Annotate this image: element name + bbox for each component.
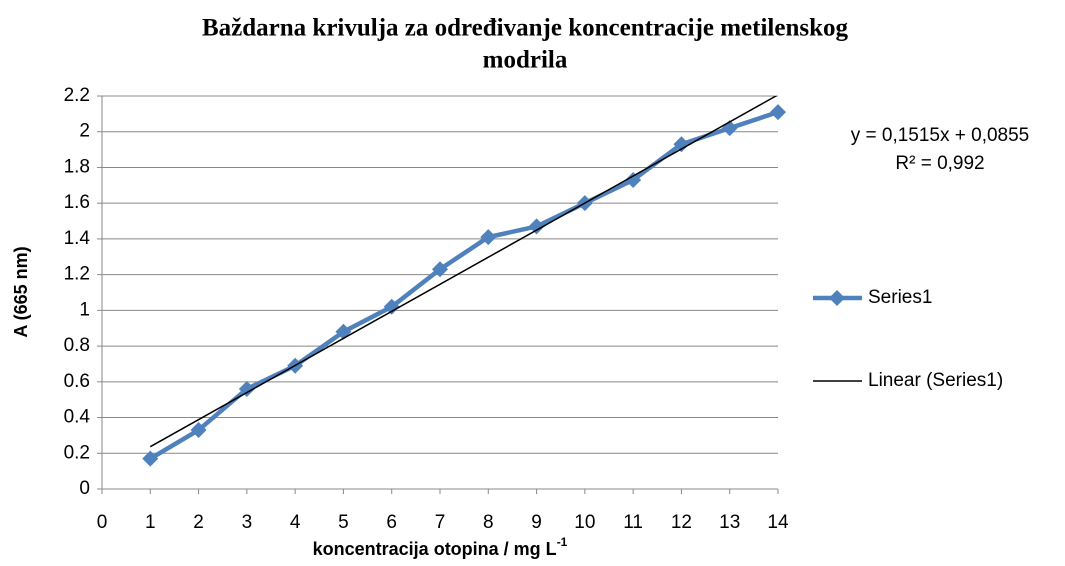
data-marker [190,422,207,439]
legend-marker [829,290,845,306]
data-marker [673,136,690,153]
x-tick-label: 0 [97,512,108,533]
x-tick-label: 6 [386,512,397,533]
chart-title: modrila [483,47,568,74]
data-marker [770,104,786,121]
trendline-r2: R² = 0,992 [895,153,984,174]
y-tick-label: 0.4 [64,407,91,428]
data-marker [625,171,642,188]
x-tick-label: 10 [574,512,595,533]
x-tick-label: 12 [671,512,692,533]
y-tick-label: 0.6 [64,371,90,392]
x-tick-label: 11 [623,512,643,533]
y-tick-label: 2 [79,121,90,142]
data-marker [480,229,497,246]
y-tick-label: 1 [79,299,90,320]
x-tick-label: 14 [767,512,789,533]
y-tick-label: 2.2 [64,85,90,106]
y-tick-label: 1.8 [64,156,90,177]
x-tick-label: 4 [290,512,301,533]
x-tick-label: 1 [145,512,156,533]
x-tick-label: 2 [193,512,204,533]
trendline-equation: y = 0,1515x + 0,0855 [851,125,1030,146]
y-tick-label: 1.6 [64,192,90,213]
data-marker [432,261,448,278]
y-tick-label: 0.2 [64,442,90,463]
y-tick-label: 1.4 [64,228,91,249]
x-tick-label: 3 [242,512,253,533]
legend-label: Series1 [868,287,932,308]
x-tick-label: 5 [338,512,349,533]
x-tick-label: 9 [531,512,542,533]
data-marker [528,218,545,235]
y-axis-label: A (665 nm) [11,246,31,337]
y-tick-label: 1.2 [64,264,90,285]
chart-title: Baždarna krivulja za određivanje koncent… [202,15,849,42]
data-marker [142,450,159,467]
y-tick-label: 0 [79,478,90,499]
x-axis-label-sup: -1 [557,535,568,549]
series-line [149,109,779,461]
x-tick-label: 13 [719,512,740,533]
x-axis-label: koncentracija otopina / mg L-1 [313,535,568,559]
legend-label: Linear (Series1) [868,370,1003,391]
y-tick-label: 0.8 [64,335,90,356]
x-tick-label: 7 [435,512,446,533]
trendline [149,96,778,448]
data-marker [238,380,255,397]
x-axis-label-text: koncentracija otopina / mg L [313,539,557,559]
x-tick-label: 8 [483,512,494,533]
data-marker [383,298,400,315]
